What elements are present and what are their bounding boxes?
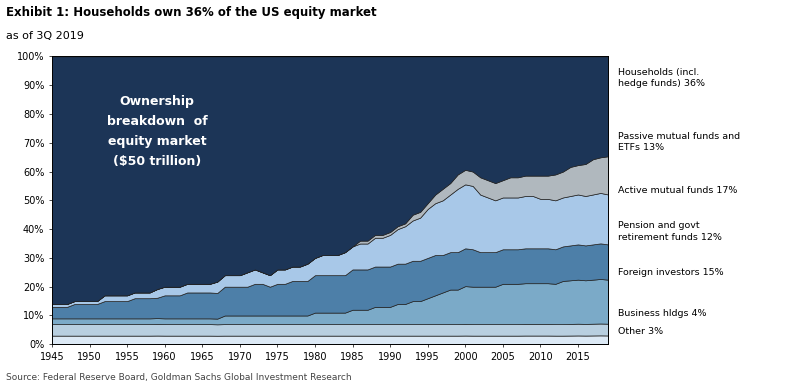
Text: Ownership
breakdown  of
equity market
($50 trillion): Ownership breakdown of equity market ($5… (107, 95, 207, 168)
Text: Exhibit 1: Households own 36% of the US equity market: Exhibit 1: Households own 36% of the US … (6, 6, 377, 19)
Text: as of 3Q 2019: as of 3Q 2019 (6, 31, 84, 41)
Text: Pension and govt
retirement funds 12%: Pension and govt retirement funds 12% (618, 221, 722, 242)
Text: Passive mutual funds and
ETFs 13%: Passive mutual funds and ETFs 13% (618, 132, 740, 152)
Text: Other 3%: Other 3% (618, 327, 662, 336)
Text: Households (incl.
hedge funds) 36%: Households (incl. hedge funds) 36% (618, 68, 705, 88)
Text: Business hldgs 4%: Business hldgs 4% (618, 308, 706, 318)
Text: Active mutual funds 17%: Active mutual funds 17% (618, 186, 737, 195)
Text: Foreign investors 15%: Foreign investors 15% (618, 268, 723, 277)
Text: Source: Federal Reserve Board, Goldman Sachs Global Investment Research: Source: Federal Reserve Board, Goldman S… (6, 373, 352, 382)
